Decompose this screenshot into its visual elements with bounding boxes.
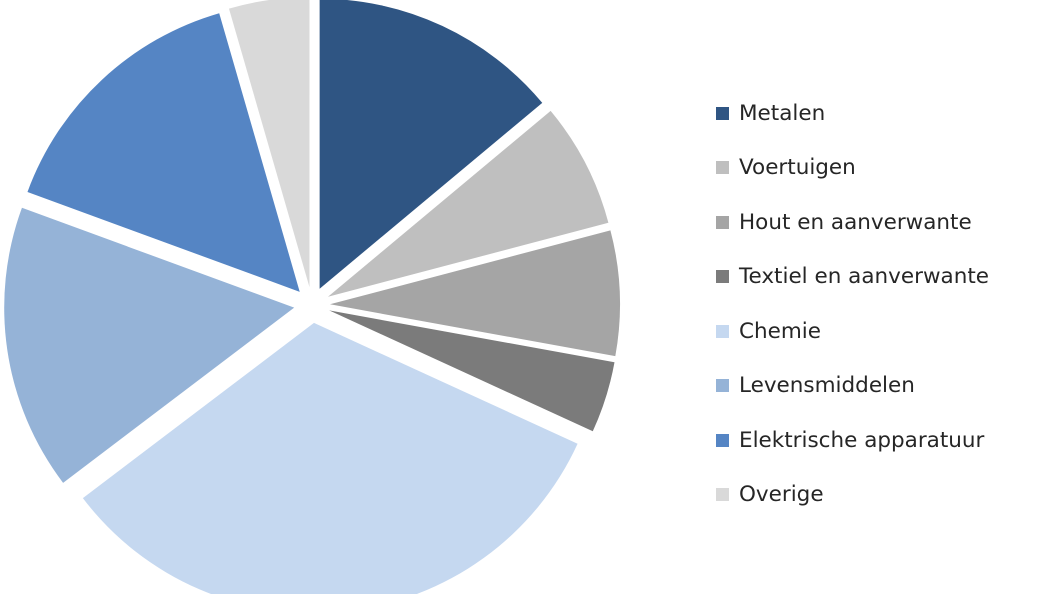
legend-swatch	[716, 488, 729, 502]
pie-slice-metalen	[319, 0, 543, 289]
pie-slice-chemie	[82, 322, 578, 594]
pie-slice-voertuigen	[327, 110, 609, 297]
legend-swatch	[716, 379, 729, 393]
legend-item-chemie: Chemie	[716, 304, 989, 359]
legend-label: Metalen	[739, 100, 826, 126]
legend-item-metalen: Metalen	[716, 86, 989, 141]
legend-label: Voertuigen	[739, 155, 856, 181]
legend-swatch	[716, 433, 729, 447]
chart-legend: Metalen Voertuigen Hout en aanverwante Text…	[716, 86, 989, 522]
legend-swatch	[716, 324, 729, 338]
legend-item-textiel-en-aanverwante: Textiel en aanverwante	[716, 250, 989, 305]
legend-label: Elektrische apparatuur	[739, 427, 985, 453]
legend-item-elektrische-apparatuur: Elektrische apparatuur	[716, 413, 989, 468]
legend-swatch	[716, 215, 729, 229]
legend-label: Textiel en aanverwante	[739, 264, 989, 290]
legend-label: Levensmiddelen	[739, 373, 915, 399]
legend-label: Overige	[739, 482, 824, 508]
legend-label: Chemie	[739, 318, 822, 344]
legend-swatch	[716, 270, 729, 284]
pie-slice-levensmiddelen	[4, 207, 295, 483]
legend-label: Hout en aanverwante	[739, 209, 972, 235]
pie-slice-textiel-en-aanverwante	[329, 310, 615, 432]
legend-item-levensmiddelen: Levensmiddelen	[716, 359, 989, 414]
legend-item-hout-en-aanverwante: Hout en aanverwante	[716, 195, 989, 250]
pie-slice-hout-en-aanverwante	[329, 230, 620, 357]
legend-swatch	[716, 106, 729, 120]
pie-slice-elektrische-apparatuur	[27, 13, 300, 292]
legend-item-voertuigen: Voertuigen	[716, 141, 989, 196]
legend-swatch	[716, 161, 729, 175]
legend-item-overige: Overige	[716, 468, 989, 523]
pie-slice-overige	[228, 0, 310, 288]
